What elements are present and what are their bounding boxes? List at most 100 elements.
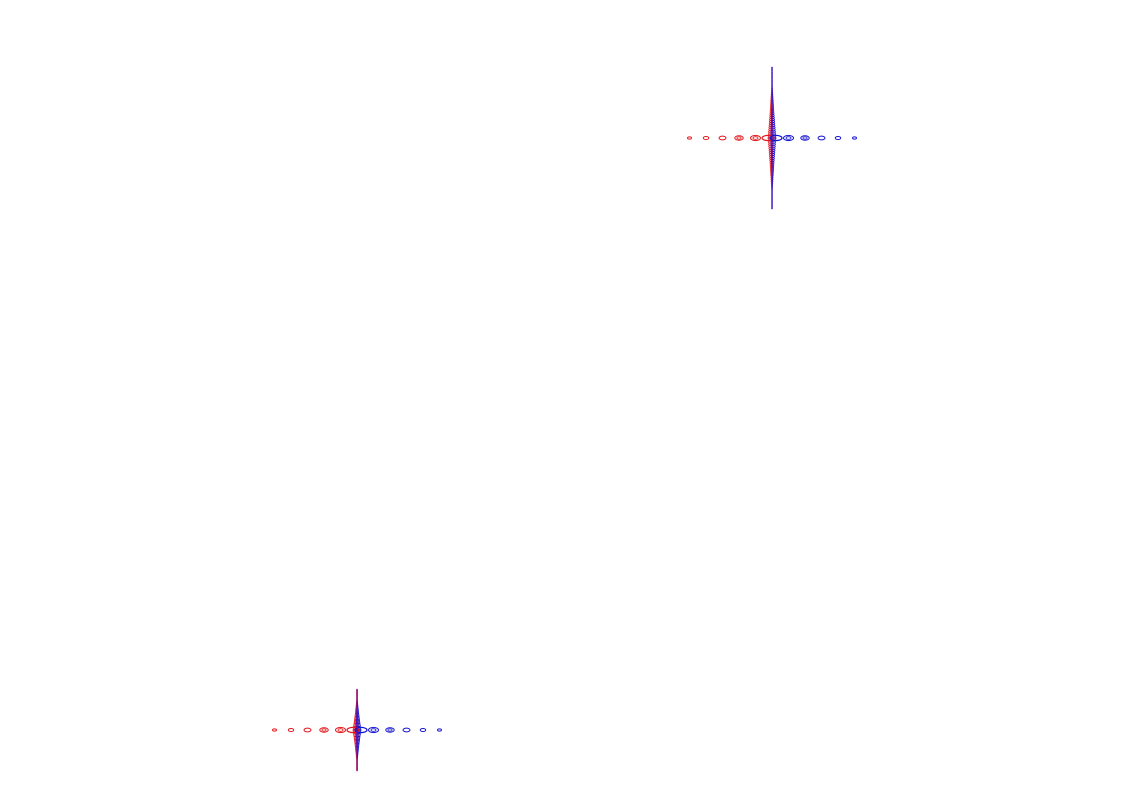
spindle-dot bbox=[771, 96, 772, 97]
spindle-dot bbox=[771, 179, 772, 180]
spindle-dot bbox=[771, 100, 772, 101]
ring-left-inner bbox=[737, 137, 741, 139]
spindle-dot bbox=[771, 183, 772, 184]
spindle-dot bbox=[771, 181, 772, 182]
spindle-dot bbox=[771, 127, 772, 128]
spindle-dot bbox=[771, 78, 772, 79]
spindle-dot bbox=[771, 197, 772, 198]
spindle-dot bbox=[771, 199, 772, 200]
spindle-dot bbox=[771, 168, 772, 169]
ring-right bbox=[818, 136, 825, 140]
spindle-dot bbox=[771, 205, 772, 206]
spindle-dot bbox=[771, 166, 772, 167]
spindle-dot bbox=[771, 121, 772, 122]
spindle-dot bbox=[771, 88, 772, 89]
spindle-dot bbox=[771, 74, 772, 75]
spindle-dot bbox=[771, 137, 772, 138]
ring-right bbox=[403, 728, 410, 732]
spindle-dot bbox=[771, 98, 772, 99]
cross-glyph-bottom-left bbox=[273, 689, 442, 771]
spindle-dot bbox=[771, 191, 772, 192]
spindle-dot bbox=[771, 111, 772, 112]
spindle-dot bbox=[771, 113, 772, 114]
spindle-dot bbox=[771, 94, 772, 95]
ring-left bbox=[320, 728, 328, 732]
spindle-dot bbox=[771, 152, 772, 153]
spindle-dot bbox=[771, 158, 772, 159]
spindle-dot bbox=[771, 131, 772, 132]
spindle-dot bbox=[771, 72, 772, 73]
ring-right-inner bbox=[388, 729, 392, 731]
ring-right-inner bbox=[371, 729, 376, 732]
ring-left bbox=[751, 135, 761, 140]
spindle-dot bbox=[771, 125, 772, 126]
ring-right-inner bbox=[803, 137, 807, 139]
spindle-dot bbox=[771, 82, 772, 83]
spindle-dot bbox=[771, 203, 772, 204]
spindle-dot bbox=[771, 80, 772, 81]
spindle-dot bbox=[771, 109, 772, 110]
ring-left-inner bbox=[753, 137, 758, 140]
ring-left bbox=[719, 136, 726, 140]
spindle-dot bbox=[771, 67, 772, 68]
spindle-dot bbox=[771, 90, 772, 91]
ring-left bbox=[688, 137, 692, 139]
spindle-dot bbox=[771, 164, 772, 165]
ring-right bbox=[801, 136, 809, 140]
spindle-dot bbox=[356, 689, 357, 690]
ring-left bbox=[735, 136, 743, 140]
spindle-dot bbox=[771, 185, 772, 186]
ring-right bbox=[438, 729, 442, 731]
spindle-dot bbox=[771, 142, 772, 143]
spindle-dot bbox=[771, 146, 772, 147]
ring-right bbox=[784, 135, 794, 140]
spindle-dot bbox=[771, 156, 772, 157]
spindle-dot bbox=[771, 133, 772, 134]
ring-left-inner bbox=[322, 729, 326, 731]
spindle-dot bbox=[771, 172, 772, 173]
spindle-dot bbox=[771, 207, 772, 208]
spindle-dot bbox=[771, 189, 772, 190]
spindle-dot bbox=[771, 117, 772, 118]
spindle-dot bbox=[771, 195, 772, 196]
ring-right bbox=[369, 727, 379, 732]
ring-left bbox=[336, 727, 346, 732]
spindle-dot bbox=[771, 154, 772, 155]
spindle-dot bbox=[771, 76, 772, 77]
ring-left bbox=[273, 729, 277, 731]
ring-right bbox=[420, 728, 425, 731]
spindle-dot bbox=[771, 170, 772, 171]
ring-left-inner bbox=[338, 729, 343, 732]
spindle-dot bbox=[771, 177, 772, 178]
spindle-dot bbox=[771, 129, 772, 130]
spindle-dot bbox=[771, 92, 772, 93]
spindle-dot bbox=[771, 187, 772, 188]
ring-right bbox=[853, 137, 857, 139]
cross-glyph-top-right bbox=[688, 67, 857, 209]
ring-left bbox=[288, 728, 293, 731]
spindle-dot bbox=[771, 107, 772, 108]
ring-left bbox=[304, 728, 311, 732]
ring-right bbox=[835, 136, 840, 139]
spindle-dot bbox=[771, 201, 772, 202]
spindle-dot bbox=[771, 119, 772, 120]
spindle-dot bbox=[771, 102, 772, 103]
spindle-dot bbox=[771, 115, 772, 116]
spindle-dot bbox=[771, 84, 772, 85]
spindle-dot bbox=[771, 148, 772, 149]
spindle-dot bbox=[771, 144, 772, 145]
spindle-dot bbox=[356, 769, 357, 770]
spindle-dot bbox=[771, 193, 772, 194]
spindle-dot bbox=[771, 86, 772, 87]
spindle-dot bbox=[771, 69, 772, 70]
ring-right bbox=[386, 728, 394, 732]
ring-left bbox=[703, 136, 708, 139]
spindle-dot bbox=[771, 160, 772, 161]
spindle-dot bbox=[771, 150, 772, 151]
spindle-dot bbox=[771, 104, 772, 105]
spindle-dot bbox=[771, 123, 772, 124]
spindle-dot bbox=[771, 174, 772, 175]
ring-right-inner bbox=[786, 137, 791, 140]
spindle-dot bbox=[771, 162, 772, 163]
